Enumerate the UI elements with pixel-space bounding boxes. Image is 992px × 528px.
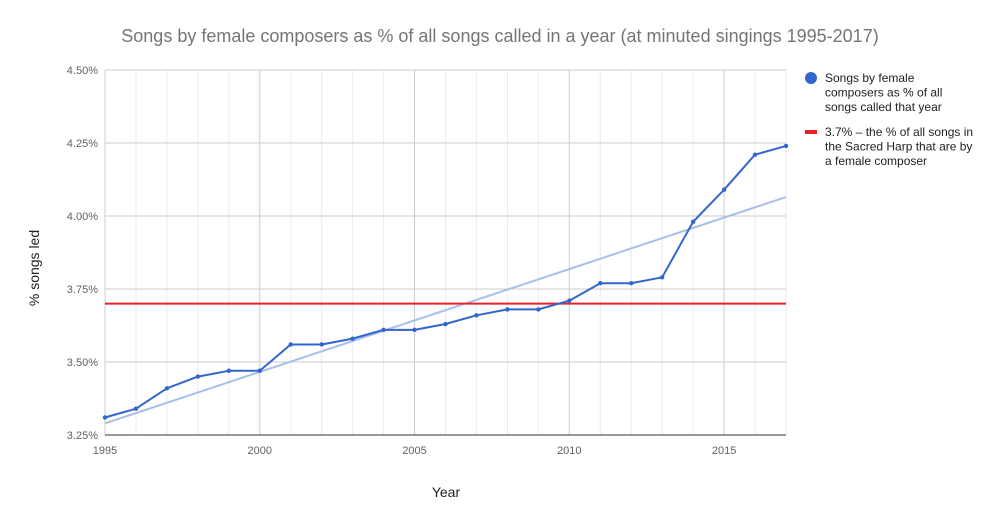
data-point — [102, 415, 108, 420]
legend-reference-label: the Sacred Harp that are by — [825, 140, 972, 154]
trendline — [104, 196, 787, 425]
data-point — [474, 313, 479, 318]
data-point — [598, 280, 603, 286]
legend-series-label: composers as % of all — [825, 86, 942, 100]
x-tick-label: 2015 — [712, 445, 736, 457]
legend-series-label: songs called that year — [825, 100, 942, 114]
x-tick-label: 1995 — [93, 445, 117, 457]
legend-series-marker — [805, 72, 817, 84]
data-point — [659, 275, 665, 280]
data-point — [319, 342, 324, 347]
data-point — [752, 152, 758, 157]
grid — [104, 69, 787, 436]
legend-reference-marker — [805, 130, 817, 134]
data-point — [443, 321, 448, 327]
data-point — [567, 298, 572, 303]
data-point — [288, 342, 293, 347]
data-point — [195, 374, 201, 379]
data-point — [412, 327, 417, 333]
data-point — [350, 336, 355, 341]
data-point — [629, 280, 634, 286]
legend-reference-label: a female composer — [825, 154, 927, 168]
y-tick-label: 4.50% — [67, 65, 98, 77]
x-tick-label: 2005 — [402, 445, 426, 457]
data-point — [164, 386, 170, 391]
series-group — [102, 143, 789, 420]
y-tick-label: 4.00% — [67, 211, 98, 223]
data-point — [783, 143, 789, 149]
y-tick-label: 4.25% — [67, 138, 98, 150]
tick-labels: 3.25% 3.50% 3.75% 4.00% 4.25% 4.50% 1995 2000 20… — [67, 65, 737, 457]
data-point — [133, 406, 139, 411]
data-point — [381, 327, 386, 333]
y-tick-label: 3.75% — [67, 284, 98, 296]
data-point — [257, 368, 262, 373]
y-axis-title: % songs led — [26, 230, 42, 306]
data-point — [505, 307, 510, 312]
chart-title: Songs by female composers as % of all so… — [121, 26, 878, 46]
legend-reference-label: 3.7% – the % of all songs in — [825, 125, 973, 139]
y-tick-label: 3.50% — [67, 357, 98, 369]
data-point — [721, 187, 727, 192]
trendline-group — [104, 196, 787, 425]
data-point — [226, 368, 232, 373]
data-point — [536, 307, 541, 312]
legend-series-label: Songs by female — [825, 71, 915, 85]
y-tick-label: 3.25% — [67, 430, 98, 442]
x-axis-title: Year — [432, 484, 461, 500]
data-point — [690, 219, 696, 225]
x-tick-label: 2000 — [248, 445, 272, 457]
x-tick-label: 2010 — [557, 445, 581, 457]
